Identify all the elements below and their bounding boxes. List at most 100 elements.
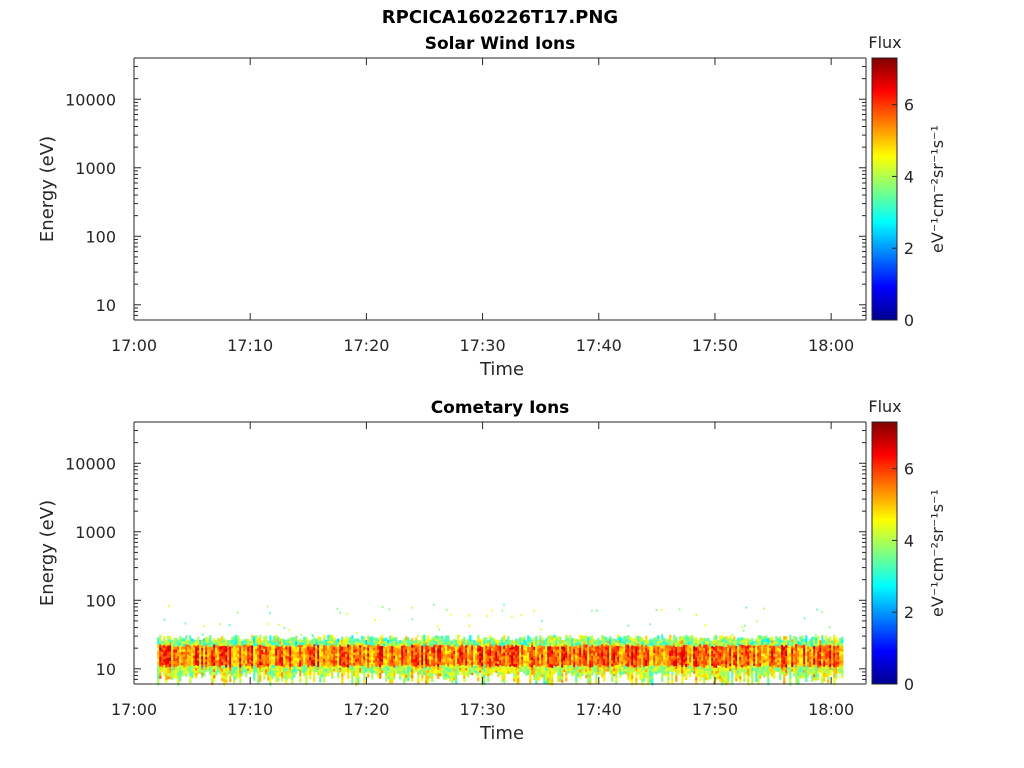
heatmap-cell: [285, 664, 288, 669]
heatmap-cell: [223, 662, 226, 666]
heatmap-cell: [463, 639, 466, 644]
heatmap-cell: [305, 677, 308, 682]
heatmap-cell: [415, 664, 418, 667]
heatmap-cell: [673, 668, 676, 672]
heatmap-cell: [839, 643, 842, 646]
heatmap-cell: [473, 663, 476, 666]
heatmap-cell: [641, 668, 644, 672]
heatmap-cell: [533, 649, 536, 653]
heatmap-cell: [247, 651, 250, 654]
heatmap-cell: [313, 637, 316, 641]
heatmap-cell: [483, 647, 486, 652]
heatmap-cell: [833, 677, 836, 682]
heatmap-cell: [319, 640, 322, 644]
heatmap-cell: [217, 637, 220, 641]
heatmap-cell: [319, 637, 322, 641]
heatmap-cell: [215, 672, 218, 676]
heatmap-cell: [213, 668, 216, 672]
heatmap-cell: [387, 659, 390, 663]
heatmap-cell: [277, 646, 280, 650]
heatmap-cell: [831, 651, 834, 655]
heatmap-cell: [233, 673, 236, 677]
heatmap-cell: [419, 655, 422, 658]
heatmap-cell: [573, 666, 576, 670]
heatmap-cell: [371, 676, 374, 680]
heatmap-cell: [451, 667, 454, 671]
heatmap-cell: [639, 670, 642, 674]
heatmap-cell: [529, 637, 532, 641]
heatmap-cell: [183, 648, 186, 652]
heatmap-cell: [767, 661, 770, 666]
heatmap-cell: [647, 662, 650, 666]
heatmap-cell: [417, 677, 420, 681]
heatmap-cell: [625, 638, 628, 642]
heatmap-cell: [415, 659, 418, 663]
heatmap-cell: [713, 670, 716, 675]
heatmap-speckle: [278, 623, 280, 626]
heatmap-cell: [617, 659, 620, 663]
heatmap-cell: [429, 669, 432, 673]
heatmap-cell: [641, 657, 644, 662]
heatmap-cell: [197, 671, 200, 674]
heatmap-cell: [615, 680, 618, 685]
heatmap-cell: [321, 656, 324, 660]
heatmap-speckle: [381, 605, 384, 608]
heatmap-cell: [379, 663, 382, 667]
heatmap-cell: [801, 638, 804, 642]
heatmap-cell: [787, 647, 790, 651]
heatmap-cell: [839, 658, 842, 661]
heatmap-cell: [445, 663, 448, 668]
heatmap-cell: [265, 649, 268, 653]
heatmap-cell: [753, 645, 756, 648]
heatmap-cell: [189, 655, 192, 660]
heatmap-cell: [823, 672, 826, 676]
heatmap-cell: [485, 661, 488, 665]
heatmap-cell: [455, 674, 458, 679]
heatmap-cell: [815, 643, 818, 647]
heatmap-cell: [443, 639, 446, 643]
heatmap-cell: [391, 669, 394, 673]
heatmap-cell: [377, 646, 380, 650]
heatmap-cell: [617, 656, 620, 660]
heatmap-cell: [743, 644, 746, 648]
heatmap-cell: [159, 641, 162, 645]
heatmap-cell: [315, 648, 318, 651]
heatmap-cell: [293, 657, 296, 661]
heatmap-cell: [351, 652, 354, 657]
heatmap-cell: [457, 640, 460, 644]
heatmap-cell: [241, 660, 244, 664]
heatmap-cell: [775, 646, 778, 649]
heatmap-cell: [463, 646, 466, 650]
heatmap-cell: [791, 659, 794, 663]
colorbar-units: eV⁻¹cm⁻²sr⁻¹s⁻¹: [928, 125, 947, 253]
heatmap-cell: [425, 638, 428, 643]
heatmap-cell: [593, 641, 596, 645]
heatmap-cell: [273, 639, 276, 643]
heatmap-cell: [335, 664, 338, 668]
heatmap-cell: [629, 646, 632, 650]
heatmap-cell: [185, 647, 188, 651]
heatmap-cell: [273, 670, 276, 674]
heatmap-cell: [667, 670, 670, 674]
heatmap-cell: [457, 649, 460, 653]
heatmap-cell: [229, 664, 232, 668]
heatmap-cell: [325, 645, 328, 648]
heatmap-cell: [557, 668, 560, 673]
heatmap-cell: [477, 671, 480, 675]
heatmap-cell: [363, 673, 366, 677]
heatmap-cell: [269, 678, 272, 683]
heatmap-cell: [749, 655, 752, 659]
heatmap-cell: [665, 652, 668, 656]
heatmap-cell: [599, 657, 602, 661]
heatmap-cell: [519, 642, 522, 645]
heatmap-cell: [437, 657, 440, 661]
heatmap-cell: [313, 678, 316, 682]
heatmap-cell: [409, 650, 412, 654]
heatmap-cell: [537, 663, 540, 667]
heatmap-cell: [669, 645, 672, 649]
heatmap-cell: [811, 652, 814, 657]
heatmap-cell: [555, 669, 558, 672]
heatmap-cell: [673, 666, 676, 669]
heatmap-cell: [695, 680, 698, 684]
heatmap-cell: [159, 656, 162, 661]
